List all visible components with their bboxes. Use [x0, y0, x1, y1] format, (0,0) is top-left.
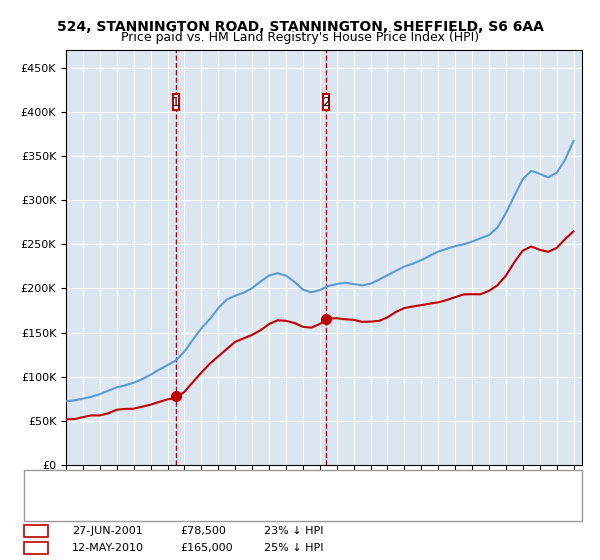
- FancyBboxPatch shape: [323, 95, 329, 110]
- Text: 2: 2: [32, 541, 40, 554]
- Text: HPI: Average price, detached house, Sheffield: HPI: Average price, detached house, Shef…: [66, 497, 305, 507]
- Text: 25% ↓ HPI: 25% ↓ HPI: [264, 543, 323, 553]
- Text: 2: 2: [322, 96, 330, 109]
- Text: 524, STANNINGTON ROAD, STANNINGTON, SHEFFIELD, S6 6AA (detached house): 524, STANNINGTON ROAD, STANNINGTON, SHEF…: [66, 478, 485, 488]
- Text: 27-JUN-2001: 27-JUN-2001: [72, 526, 143, 536]
- Text: £165,000: £165,000: [180, 543, 233, 553]
- Text: 524, STANNINGTON ROAD, STANNINGTON, SHEFFIELD, S6 6AA: 524, STANNINGTON ROAD, STANNINGTON, SHEF…: [56, 20, 544, 34]
- FancyBboxPatch shape: [173, 95, 179, 110]
- Text: 1: 1: [172, 96, 180, 109]
- Text: 12-MAY-2010: 12-MAY-2010: [72, 543, 144, 553]
- Text: Price paid vs. HM Land Registry's House Price Index (HPI): Price paid vs. HM Land Registry's House …: [121, 31, 479, 44]
- Text: £78,500: £78,500: [180, 526, 226, 536]
- Text: 1: 1: [32, 524, 40, 538]
- Text: 23% ↓ HPI: 23% ↓ HPI: [264, 526, 323, 536]
